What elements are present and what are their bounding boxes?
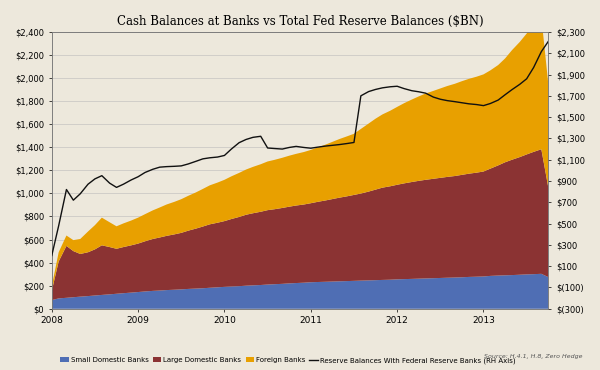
Title: Cash Balances at Banks vs Total Fed Reserve Balances ($BN): Cash Balances at Banks vs Total Fed Rese… <box>116 15 484 28</box>
Text: Source: H.4.1, H.8, Zero Hedge: Source: H.4.1, H.8, Zero Hedge <box>484 354 582 359</box>
Legend: Small Domestic Banks, Large Domestic Banks, Foreign Banks, Reserve Balances With: Small Domestic Banks, Large Domestic Ban… <box>58 354 518 367</box>
